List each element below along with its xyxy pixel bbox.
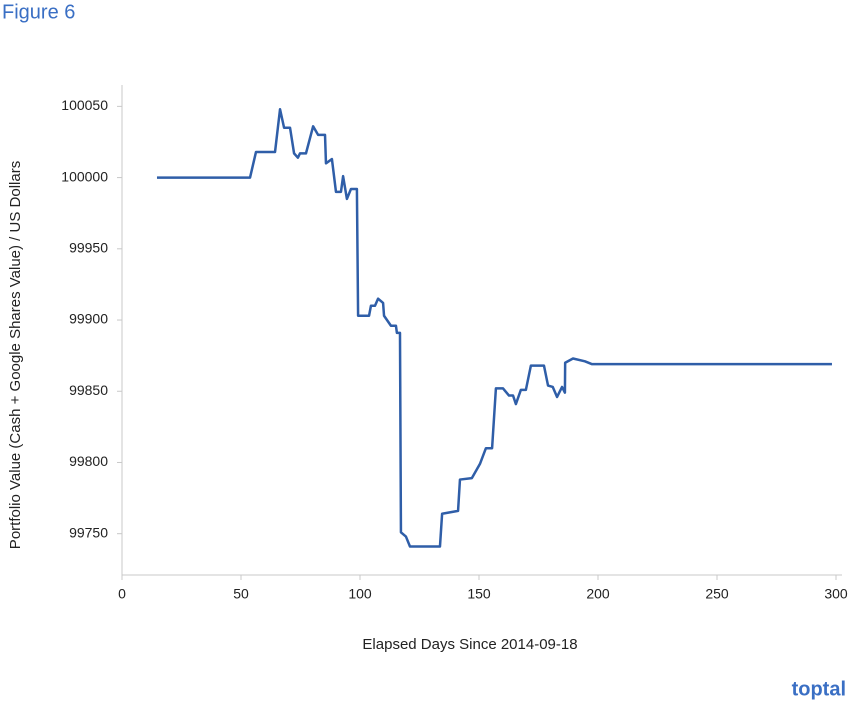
x-tick-label: 0 [118,586,126,602]
logo: toptal [792,678,846,700]
y-axis-label: Portfolio Value (Cash + Google Shares Va… [7,161,24,549]
x-tick-label: 100 [348,586,372,602]
chart-title: Figure 6 [2,1,75,23]
y-tick-label: 100050 [61,97,108,113]
y-tick-label: 100000 [61,168,108,184]
y-tick-label: 99950 [69,240,108,256]
x-axis-label: Elapsed Days Since 2014-09-18 [362,636,577,653]
y-tick-label: 99750 [69,524,108,540]
y-tick-label: 99800 [69,453,108,469]
data-line [156,107,832,548]
y-tick-label: 99900 [69,311,108,327]
x-tick-label: 150 [467,586,491,602]
x-tick-label: 200 [586,586,610,602]
x-tick-label: 50 [233,586,249,602]
y-tick-label: 99850 [69,382,108,398]
x-tick-label: 300 [824,586,848,602]
x-tick-label: 250 [705,586,729,602]
